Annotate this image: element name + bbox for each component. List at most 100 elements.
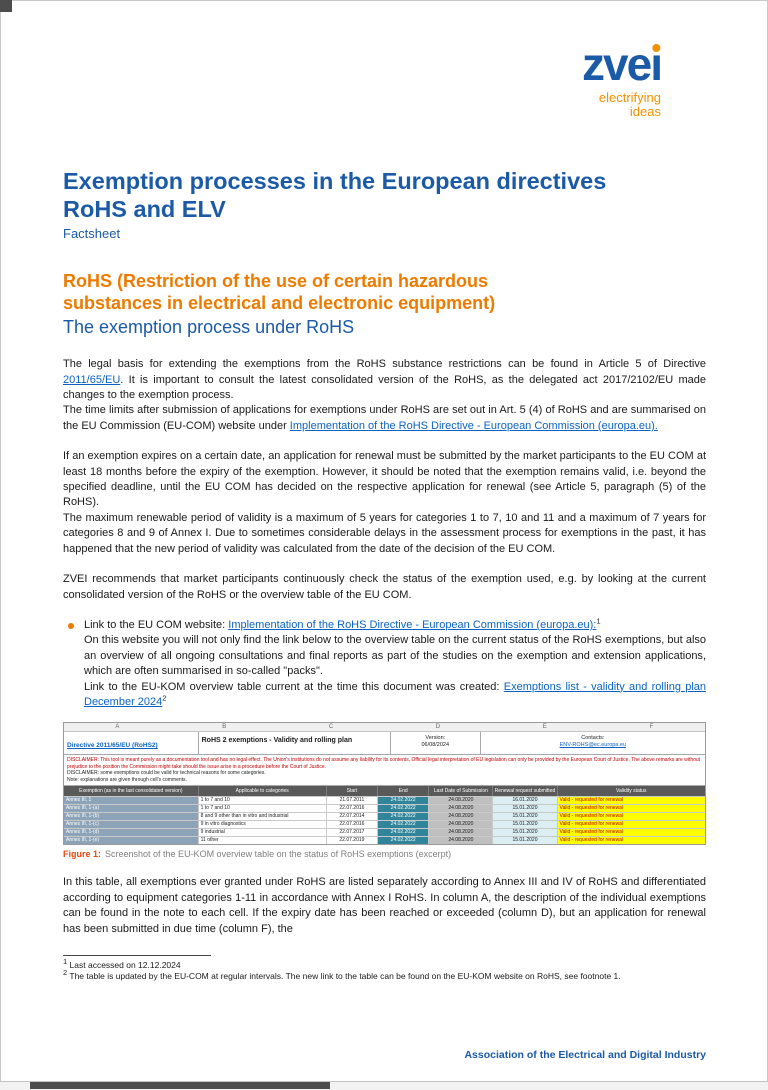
excel-contacts-label: Contacts: bbox=[581, 735, 605, 742]
page-title-line1: Exemption processes in the European dire… bbox=[63, 168, 607, 194]
excel-contacts-email-link[interactable]: ENV-ROHS@ec.europa.eu bbox=[559, 742, 627, 749]
excel-header-cell: Renewal request submitted bbox=[493, 786, 558, 797]
section-heading-line1: RoHS (Restriction of the use of certain … bbox=[63, 271, 489, 292]
excel-cell-categories: 9 in vitro diagnostics bbox=[198, 821, 327, 829]
page-title-line2: RoHS and ELV bbox=[63, 196, 226, 223]
excel-cell-exemption: Annex III, 1-(d) bbox=[64, 829, 199, 837]
figure-caption-text: Screenshot of the EU-KOM overview table … bbox=[105, 849, 452, 860]
excel-cell-exemption: Annex III, 1-(e) bbox=[64, 837, 199, 845]
bullet-item-links: Link to the EU COM website: Implementati… bbox=[63, 616, 706, 710]
excel-cell-end: 24.02.2022 bbox=[378, 813, 430, 821]
viewer-corner-box bbox=[0, 0, 12, 12]
excel-cell-exemption: Annex III, 1 bbox=[64, 797, 199, 805]
excel-cell-exemption: Annex III, 1-(b) bbox=[64, 813, 199, 821]
excel-screenshot: A B C D E F Directive 2011/65/EU (RoHS2) RoHS… bbox=[63, 722, 706, 846]
excel-header-cell: Exemption (as in the last consolidated v… bbox=[64, 786, 199, 797]
excel-cell-last_date: 24.08.2020 bbox=[429, 813, 494, 821]
inline-link[interactable]: Implementation of the RoHS Directive - E… bbox=[228, 618, 597, 631]
paragraph-renewal: If an exemption expires on a certain dat… bbox=[63, 449, 706, 557]
excel-version-label: Version: bbox=[425, 735, 446, 742]
excel-cell-renewal: 16.01.2020 bbox=[493, 797, 558, 805]
text-run: . It is important to consult the latest … bbox=[63, 373, 706, 402]
excel-cell-status: Valid - requested for renewal bbox=[557, 813, 705, 821]
excel-cell-last_date: 24.08.2020 bbox=[429, 829, 494, 837]
figure-label: Figure 1: bbox=[63, 849, 102, 860]
excel-cell-end: 24.02.2022 bbox=[378, 805, 430, 813]
excel-col-letters: A B C D E F bbox=[64, 723, 705, 733]
excel-directive-link[interactable]: Directive 2011/65/EU (RoHS2) bbox=[67, 742, 158, 750]
horizontal-scrollbar-track[interactable] bbox=[0, 1081, 768, 1090]
figure-caption: Figure 1: Screenshot of the EU-KOM overvi… bbox=[63, 849, 706, 859]
paragraph-table-explanation: In this table, all exemptions ever grant… bbox=[63, 875, 706, 937]
excel-cell-start: 22.07.2014 bbox=[326, 813, 379, 821]
excel-disclaimer-black: DISCLAIMER: some exemptions could be val… bbox=[67, 770, 266, 777]
excel-cell-categories: 1 to 7 and 10 bbox=[198, 805, 327, 813]
text-run: ZVEI recommends that market participants… bbox=[63, 573, 706, 601]
inline-link[interactable]: Implementation of the RoHS Directive - E… bbox=[289, 419, 658, 432]
excel-row: Annex III, 1-(b) 8 and 9 other than in vi… bbox=[64, 812, 705, 821]
excel-row: Annex III, 1-(c) 9 in vitro diagnostics 22… bbox=[64, 820, 705, 829]
excel-cell-exemption: Annex III, 1-(c) bbox=[64, 821, 199, 829]
footnotes: 1 Last accessed on 12.12.2024 2 The tabl… bbox=[63, 954, 706, 983]
excel-cell-status: Valid - requested for renewal bbox=[557, 797, 705, 805]
section-subheading-blue: The exemption process under RoHS bbox=[63, 317, 355, 338]
excel-header-cell: End bbox=[378, 786, 430, 797]
excel-cell-start: 22.07.2016 bbox=[326, 821, 379, 829]
excel-row: Annex III, 1-(a) 1 to 7 and 10 22.07.2016 2… bbox=[64, 804, 705, 813]
excel-cell-end: 24.02.2022 bbox=[378, 829, 430, 837]
excel-column-letter: A bbox=[115, 724, 120, 731]
excel-sheet-title: RoHS 2 exemptions - Validity and rolling… bbox=[199, 732, 391, 755]
excel-directive-cell: Directive 2011/65/EU (RoHS2) bbox=[64, 732, 199, 755]
excel-cell-renewal: 15.01.2020 bbox=[493, 813, 558, 821]
inline-link[interactable]: Exemptions list - validity and rolling p… bbox=[84, 680, 706, 708]
footnote-reference: 2 bbox=[162, 693, 167, 703]
logo-i-stem: ı bbox=[650, 38, 663, 90]
section-heading-line2: substances in electrical and electronic … bbox=[63, 293, 496, 314]
section-heading-orange: RoHS (Restriction of the use of certain … bbox=[63, 271, 706, 315]
excel-cell-end: 24.02.2022 bbox=[378, 797, 430, 805]
text-run: Link to the EU COM website: bbox=[84, 618, 229, 631]
excel-column-letter: D bbox=[435, 724, 441, 731]
excel-version-value: 06/08/2024 bbox=[421, 742, 450, 749]
text-run: Link to the EU-KOM overview table curren… bbox=[84, 680, 504, 693]
excel-disclaimer: DISCLAIMER: This tool is meant purely as… bbox=[64, 755, 705, 787]
zvei-logo: zveı electrifying ideas bbox=[582, 38, 663, 120]
logo-tagline-line1: electrifying bbox=[598, 90, 661, 105]
text-run: The maximum renewable period of validity… bbox=[63, 511, 706, 555]
footnote-1: 1 Last accessed on 12.12.2024 bbox=[63, 958, 706, 972]
paragraph-legal-basis: The legal basis for extending the exempt… bbox=[63, 357, 706, 434]
excel-header-row: Exemption (as in the last consolidated v… bbox=[64, 786, 705, 797]
excel-header-cell: Validity status bbox=[557, 786, 705, 797]
excel-cell-categories: 1 to 7 and 10 bbox=[198, 797, 327, 805]
horizontal-scrollbar-thumb[interactable] bbox=[30, 1082, 330, 1089]
excel-column-letter: F bbox=[649, 724, 654, 731]
excel-cell-start: 22.07.2017 bbox=[326, 829, 379, 837]
footnote-2-number: 2 bbox=[63, 968, 68, 978]
excel-cell-exemption: Annex III, 1-(a) bbox=[64, 805, 199, 813]
excel-cell-categories: 8 and 9 other than in vitro and industri… bbox=[198, 813, 327, 821]
page-title: Exemption processes in the European dire… bbox=[63, 167, 706, 223]
excel-disclaimer-red: DISCLAIMER: This tool is meant purely as… bbox=[67, 757, 701, 770]
excel-cell-last_date: 24.08.2020 bbox=[429, 837, 494, 845]
excel-cell-renewal: 15.01.2020 bbox=[493, 829, 558, 837]
page-footer: Association of the Electrical and Digita… bbox=[464, 1049, 706, 1061]
excel-cell-renewal: 15.01.2020 bbox=[493, 821, 558, 829]
excel-header-cell: Applicable to categories bbox=[198, 786, 327, 797]
excel-header-cell: Last Date of Submission bbox=[429, 786, 494, 797]
excel-cell-last_date: 24.08.2020 bbox=[429, 821, 494, 829]
inline-link[interactable]: 2011/65/EU bbox=[63, 373, 121, 386]
excel-cell-end: 24.02.2022 bbox=[378, 837, 430, 845]
excel-cell-categories: 11 other bbox=[198, 837, 327, 845]
excel-cell-status: Valid - requested for renewal bbox=[557, 837, 705, 845]
excel-version-cell: Version: 06/08/2024 bbox=[391, 732, 481, 755]
footnote-reference: 1 bbox=[596, 616, 601, 626]
excel-cell-start: 21.07.2011 bbox=[326, 797, 379, 805]
paragraph-zvei-recommendation: ZVEI recommends that market participants… bbox=[63, 572, 706, 603]
excel-cell-categories: 9 industrial bbox=[198, 829, 327, 837]
excel-cell-renewal: 15.01.2020 bbox=[493, 837, 558, 845]
excel-cell-end: 24.02.2022 bbox=[378, 821, 430, 829]
excel-row: Annex III, 1-(d) 9 industrial 22.07.2017 24… bbox=[64, 828, 705, 837]
text-run: The time limits after submission of appl… bbox=[63, 404, 706, 432]
